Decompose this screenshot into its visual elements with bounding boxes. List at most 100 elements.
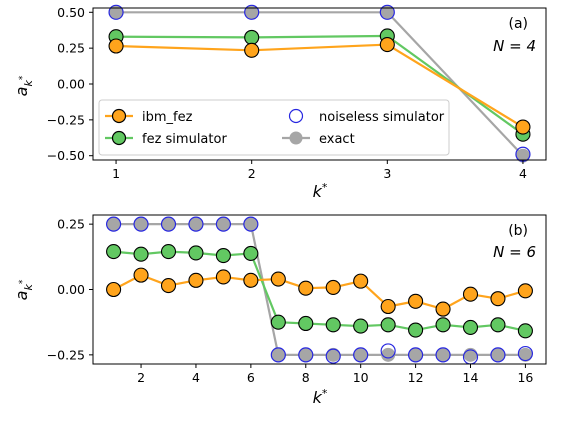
panel-b-fez-point-11 (380, 317, 396, 333)
panel-b: 2 4 6 8 10 12 14 16 0.25 0.00 −0.25 (b) N = 6 k* a… (12, 214, 547, 407)
legend-box (98, 99, 450, 156)
legend-entry-noiseless: noiseless simulator (288, 108, 445, 125)
panel-a-noiseless-point-2 (244, 4, 260, 20)
panel-b-ibm-point-3 (160, 278, 177, 294)
panel-b-ibm-line (113, 274, 526, 311)
panel-b-noiseless-point-8 (298, 347, 314, 363)
panel-b-ibm-point-10 (353, 273, 369, 289)
panel-b-ytick-label-0: 0.25 (57, 217, 85, 232)
panel-b-exact-point-13 (436, 347, 451, 362)
panel-b-ytick-label-1: 0.00 (57, 282, 85, 297)
panel-b-ibm-point-12 (408, 293, 424, 309)
panel-b-fez-point-10 (353, 318, 369, 334)
panel-b-exact-point-5 (216, 217, 231, 232)
panel-b-ibm-point-8 (298, 280, 314, 296)
panel-b-exact-point-16 (518, 347, 533, 362)
panel-b-noiseless-point-7 (270, 347, 286, 363)
panel-b-exact-point-8 (298, 347, 313, 362)
panel-b-noiseless-point-16 (517, 345, 534, 362)
panel-a-noiseless-point-3 (379, 4, 395, 20)
panel-a-exact-point-2 (244, 5, 259, 20)
panel-a-ytick-label-4: −0.50 (47, 148, 85, 163)
panel-b-fez-point-3 (160, 244, 177, 260)
panel-b-fez-point-9 (325, 317, 341, 333)
panel-b-ibm-point-4 (188, 272, 204, 288)
panel-a-xtick-label-4: 4 (519, 166, 527, 181)
panel-b-ibm-point-16 (517, 283, 533, 299)
panel-a-xlabel: k* (313, 181, 328, 201)
panel-b-noiseless-point-12 (407, 347, 424, 363)
panel-b-ibm-point-1 (106, 281, 122, 298)
panel-b-xtick-label-8: 8 (302, 370, 310, 385)
panel-a-noiseless-point-1 (108, 4, 124, 20)
panel-a-exact-point-1 (109, 5, 124, 20)
panel-b-exact-point-12 (408, 347, 423, 362)
legend-ibm-label: ibm_fez (142, 110, 193, 125)
legend-noiseless-label: noiseless simulator (319, 110, 445, 125)
panel-a-ytick-label-0: 0.50 (57, 5, 85, 20)
panel-b-ibm-point-13 (435, 301, 451, 317)
panel-b-exact-point-3 (161, 217, 176, 232)
panel-a-ibm-point-1 (108, 38, 124, 54)
panel-b-xtick-label-4: 4 (192, 370, 200, 385)
panel-a-exact-point-4 (515, 148, 530, 163)
panel-b-fez-point-8 (298, 315, 314, 332)
panel-b-ticks: 2 4 6 8 10 12 14 16 0.25 0.00 −0.25 (47, 217, 534, 385)
legend-entry-ibm: ibm_fez (105, 108, 193, 125)
panel-b-ylabel: ak* (12, 279, 35, 300)
panel-b-fez-point-13 (435, 317, 451, 333)
panel-a-xtick-label-1: 1 (112, 166, 120, 181)
panel-b-noiseless-point-6 (243, 216, 259, 232)
panel-b-fez-point-7 (270, 314, 286, 330)
panel-a-exact-point-3 (380, 5, 395, 20)
panel-b-ibm-point-9 (325, 279, 341, 295)
panel-a-ytick-label-3: −0.25 (47, 112, 85, 127)
panel-b-noiseless-point-9 (325, 348, 341, 364)
legend-fez-label: fez simulator (142, 132, 227, 147)
panel-a-ticks: 1 2 3 4 0.50 0.25 0.00 −0.25 −0.50 (47, 5, 527, 181)
panel-a-ibm-point-3 (379, 37, 395, 53)
panel-b-noiseless-point-11 (380, 343, 396, 359)
panel-b-ibm-point-7 (270, 271, 286, 287)
panel-b-exact-point-1 (106, 217, 121, 232)
panel-b-xtick-label-10: 10 (353, 370, 369, 385)
panel-b-noiseless-point-4 (188, 216, 204, 232)
panel-a-ytick-label-1: 0.25 (57, 41, 85, 56)
panel-b-xtick-label-2: 2 (137, 370, 145, 385)
panel-a-xtick-label-3: 3 (383, 166, 391, 181)
panel-b-fez-line (113, 250, 526, 332)
panel-b-noiseless-point-10 (353, 347, 369, 363)
panel-b-ibm-point-14 (462, 286, 479, 302)
panel-a: 1 2 3 40.500.250.00−0.25−0.50 (a) N = 4 k* … (12, 4, 547, 201)
panel-a-xtick-label-2: 2 (248, 166, 256, 181)
panel-b-noiseless-point-15 (490, 347, 506, 363)
panel-b-fez-point-6 (243, 245, 259, 261)
panel-b-exact-point-2 (134, 217, 149, 232)
panel-a-n-label: N = 4 (493, 37, 536, 55)
panel-a-ibm-line (116, 43, 524, 128)
panel-b-fez-point-15 (490, 317, 506, 333)
legend-exact-marker (289, 131, 303, 145)
panel-a-tag: (a) (508, 16, 528, 32)
panel-b-noiseless-point-13 (435, 347, 451, 363)
panel-b-xtick-label-12: 12 (408, 370, 424, 385)
panel-b-ibm-point-11 (380, 298, 396, 315)
panel-b-xtick-label-6: 6 (247, 370, 255, 385)
panel-b-xtick-label-14: 14 (463, 370, 479, 385)
panel-b-fez-point-1 (106, 244, 122, 260)
panel-b-noiseless-point-2 (133, 216, 149, 232)
panel-b-plot-content (105, 216, 534, 365)
legend-entry-exact: exact (282, 131, 355, 147)
legend-ibm-marker (111, 108, 127, 124)
panel-b-exact-point-10 (353, 347, 368, 362)
panel-a-ibm-point-2 (244, 42, 260, 58)
panel-b-frame (92, 214, 547, 365)
panel-a-ylabel: ak* (12, 75, 35, 96)
panel-a-ytick-label-2: 0.00 (57, 77, 85, 92)
panel-b-exact-line (113, 223, 526, 356)
panel-b-exact-point-7 (271, 347, 286, 362)
panel-b-noiseless-point-5 (215, 216, 232, 232)
panel-b-ytick-label-2: −0.25 (47, 347, 85, 362)
panel-b-fez-point-5 (215, 247, 231, 264)
